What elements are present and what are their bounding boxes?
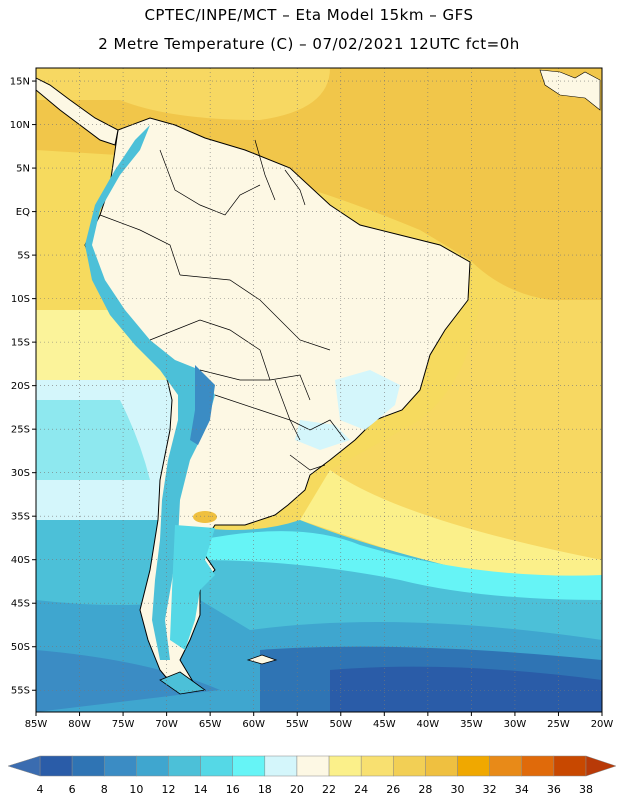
legend-tick-label: 10 <box>129 783 143 796</box>
lon-label: 65W <box>199 719 222 730</box>
map-frame <box>35 67 603 713</box>
legend-swatch <box>521 755 555 777</box>
legend-swatch <box>553 755 587 777</box>
legend-swatch <box>168 755 201 777</box>
lat-label: 10N <box>10 120 30 131</box>
legend-tick-label: 26 <box>386 783 400 796</box>
lat-label: 15N <box>10 77 30 88</box>
central-america-land <box>36 77 119 146</box>
legend-swatch <box>489 755 523 777</box>
ocean-band-southatlantic <box>330 300 602 560</box>
lon-label: 35W <box>460 719 483 730</box>
lat-label: 15S <box>11 338 30 349</box>
lon-label: 60W <box>242 719 265 730</box>
lon-label: 20W <box>591 719 614 730</box>
legend-tick-label: 12 <box>161 783 175 796</box>
legend-tick-label: 34 <box>515 783 529 796</box>
color-legend: 4 6 8 10 12 14 16 18 20 22 24 26 28 30 32 34 36 38 <box>7 755 617 796</box>
legend-tick-label: 36 <box>547 783 561 796</box>
legend-tick-label: 8 <box>101 783 108 796</box>
legend-swatch <box>232 755 266 777</box>
lat-label: 45S <box>11 599 30 610</box>
legend-swatch <box>425 755 458 777</box>
legend-swatch <box>136 755 169 777</box>
legend-tick-label: 4 <box>37 783 44 796</box>
country-borders <box>99 139 346 471</box>
map-field <box>36 68 602 712</box>
legend-under-arrow <box>7 755 41 777</box>
warm-pocket <box>193 511 217 523</box>
legend-tick-label: 28 <box>418 783 432 796</box>
lat-label: 40S <box>11 555 30 566</box>
legend-over-arrow <box>585 755 617 777</box>
legend-tick-label: 30 <box>451 783 465 796</box>
pacific-band-mild <box>36 310 180 380</box>
lat-label: 10S <box>11 294 30 305</box>
longitude-labels: 85W 80W 75W 70W 65W 60W 55W 50W 45W 40W 35W 30W 25W 2… <box>25 719 614 730</box>
legend-swatch <box>264 755 298 777</box>
lat-label: EQ <box>16 207 30 218</box>
legend-swatch <box>103 755 137 777</box>
legend-swatch <box>360 755 394 777</box>
andes-cold-band <box>85 125 215 660</box>
falkland-islands <box>246 654 278 665</box>
legend-tick-label: 14 <box>194 783 208 796</box>
lon-label: 50W <box>329 719 352 730</box>
legend-swatch <box>328 755 362 777</box>
patagonia-cool <box>170 525 215 650</box>
legend-swatch <box>296 755 330 777</box>
lon-label: 30W <box>504 719 527 730</box>
legend-swatch <box>393 755 426 777</box>
chart-title-line1: CPTEC/INPE/MCT – Eta Model 15km – GFS <box>144 6 474 24</box>
lat-label: 55S <box>11 686 30 697</box>
legend-swatch <box>457 755 490 777</box>
lat-label: 5S <box>17 251 30 262</box>
lon-label: 70W <box>155 719 178 730</box>
lat-label: 20S <box>11 381 30 392</box>
lon-label: 80W <box>68 719 91 730</box>
lon-label: 55W <box>286 719 309 730</box>
latitude-labels: 15N 10N 5N EQ 5S 10S 15S 20S 25S 30S 35S 40S 45S 50S 5… <box>10 77 30 697</box>
legend-tick-label: 32 <box>483 783 497 796</box>
south-band-8-west <box>36 650 220 712</box>
south-band-16 <box>200 531 602 600</box>
legend-swatch <box>200 755 233 777</box>
lon-label: 40W <box>417 719 440 730</box>
se-brazil-cool <box>335 370 400 430</box>
lat-label: 25S <box>11 425 30 436</box>
legend-tick-label: 18 <box>258 783 272 796</box>
pacific-band-cyan <box>36 400 150 480</box>
legend-swatch <box>71 755 105 777</box>
south-brazil-cool <box>295 420 350 450</box>
legend-tick-label: 38 <box>579 783 593 796</box>
legend-tick-label: 20 <box>290 783 304 796</box>
lon-label: 45W <box>373 719 396 730</box>
lon-label: 25W <box>547 719 570 730</box>
lat-label: 5N <box>16 164 30 175</box>
lon-label: 85W <box>25 719 48 730</box>
lon-label: 75W <box>112 719 135 730</box>
chart-title-line2: 2 Metre Temperature (C) – 07/02/2021 12U… <box>98 35 520 53</box>
legend-tick-label: 6 <box>69 783 76 796</box>
lat-label: 30S <box>11 468 30 479</box>
legend-swatch <box>39 755 73 777</box>
legend-tick-label: 16 <box>226 783 240 796</box>
south-band-4 <box>330 666 602 712</box>
legend-tick-label: 24 <box>354 783 368 796</box>
andes-core <box>190 365 215 445</box>
ocean-band-mild <box>300 470 602 600</box>
lat-label: 50S <box>11 642 30 653</box>
caribbean-islands <box>539 69 601 111</box>
legend-tick-label: 22 <box>322 783 336 796</box>
lat-label: 35S <box>11 512 30 523</box>
